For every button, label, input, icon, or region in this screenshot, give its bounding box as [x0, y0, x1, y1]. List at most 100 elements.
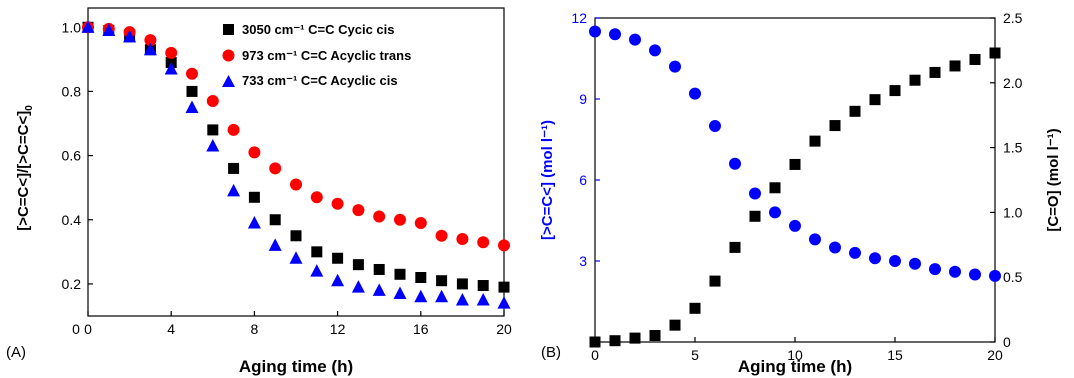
panel-a-series-2-point: [435, 289, 449, 303]
panel-a-y-tick-label: 0.4: [62, 212, 82, 228]
panel-a-series-2-point: [455, 292, 469, 306]
panel-b-series-0-point: [629, 33, 641, 46]
panel-b-series-0-point: [769, 206, 781, 219]
panel-b-series-1-point: [949, 60, 961, 72]
panel-b-series-1-point: [849, 105, 861, 117]
panel-a-series-2-point: [351, 280, 365, 293]
panel-a-series-2-point: [414, 289, 428, 303]
panel-b-series-0-point: [729, 157, 741, 170]
panel-a-series-1-point: [498, 239, 510, 252]
panel-b-series-1-point: [749, 210, 761, 222]
panel-b-series-0-point: [989, 269, 1001, 282]
panel-a-series-1-point: [165, 46, 178, 59]
panel-b-series-0-point: [609, 28, 621, 41]
panel-a-y-axis-label: [>C=C<]/[>C=C<]0: [15, 105, 35, 231]
panel-a-y-tick-label: 1.0: [62, 19, 82, 35]
panel-a-series-1-point: [352, 204, 365, 217]
panel-b-x-tick-label: 0: [591, 347, 599, 363]
panel-b-series-0-point: [829, 241, 841, 254]
legend: 3050 cm⁻¹ C=C Cycic cis 973 cm⁻¹ C=C Acy…: [222, 22, 411, 88]
panel-b-x-tick-label: 5: [691, 347, 699, 363]
panel-a-x-tick-label: 4: [167, 321, 175, 337]
legend-marker-cyclic-cis: [223, 24, 234, 35]
panel-b-right-y-tick-label: 2.5: [1003, 10, 1023, 26]
panel-a-x-tick-label: 20: [496, 321, 512, 337]
panel-a-series-0-point: [373, 263, 385, 275]
panel-a-series-2-point: [372, 283, 386, 296]
panel-a-marks: [81, 20, 511, 309]
panel-a-x-tick-label: 12: [330, 321, 346, 337]
panel-b-series-0-point: [689, 87, 701, 100]
panel-b-series-0-point: [869, 252, 881, 265]
panel-b-series-0-point: [849, 246, 861, 259]
panel-a-series-1-point: [373, 210, 386, 223]
panel-a-series-1-point: [144, 34, 157, 47]
panel-b-marks: [589, 25, 1001, 348]
panel-b-series-1-point: [709, 275, 721, 287]
panel-b-series-0-point: [969, 268, 981, 281]
panel-a-series-0-point: [269, 214, 281, 226]
panel-b-series-1-point: [609, 335, 621, 347]
panel-a-series-2-point: [102, 23, 116, 36]
panel-a-series-2-point: [331, 273, 345, 287]
panel-b-series-1-point: [829, 120, 841, 132]
panel-a-series-1-point: [331, 197, 344, 210]
panel-b-series-0-point: [709, 120, 721, 132]
panel-a-series-1-point: [227, 123, 240, 136]
panel-a-x-axis-label: Aging time (h): [239, 357, 353, 376]
panel-a-series-2-point: [247, 215, 261, 229]
panel-a-series-2-point: [227, 183, 241, 197]
panel-b-series-1-point: [729, 241, 741, 253]
panel-b-series-1-point: [889, 85, 901, 97]
panel-b-x-axis-label: Aging time (h): [738, 357, 852, 376]
panel-a-series-0-point: [228, 162, 240, 174]
panel-b-series-1-point: [789, 158, 801, 170]
panel-a-series-2-point: [123, 29, 137, 43]
panel-b-series-1-point: [969, 53, 981, 65]
panel-b-series-0-point: [669, 60, 681, 73]
panel-b-series-1-point: [929, 66, 941, 78]
panel-b-series-1-point: [809, 135, 821, 147]
panel-a-series-2-point: [164, 61, 178, 75]
panel-a-series-0-point: [477, 280, 489, 292]
panel-b-series-0-point: [809, 233, 821, 246]
panel-a-series-2-point: [310, 264, 324, 277]
panel-a-plot-frame: [87, 7, 505, 317]
panel-a-series-1-point: [456, 233, 469, 245]
panel-a-y-tick-label: 0.8: [62, 83, 82, 99]
legend-entry-acyclic-trans: 973 cm⁻¹ C=C Acyclic trans: [242, 48, 411, 63]
panel-b-right-y-tick-label: 2.0: [1003, 75, 1023, 91]
panel-b-x-tick-label: 15: [887, 347, 903, 363]
legend-marker-acyclic-cis: [222, 75, 235, 87]
panel-a-series-0-point: [394, 268, 406, 280]
panel-a-series-1-point: [269, 162, 282, 175]
panel-b-right-y-axis-label: [C=O] (mol l⁻¹): [1045, 128, 1062, 231]
panel-a-series-1-point: [186, 67, 198, 80]
panel-b-series-0-point: [909, 257, 921, 270]
panel-b-right-y-tick-label: 0: [1003, 334, 1011, 350]
panel-b-label: (B): [541, 344, 561, 361]
panel-b-series-0-point: [649, 44, 661, 57]
panel-a-series-2-point: [497, 296, 511, 309]
panel-a-series-0-point: [456, 278, 468, 290]
panel-b-series-0-point: [949, 265, 961, 278]
panel-b-series-1-point: [689, 302, 701, 314]
panel-b-right-y-tick-label: 0.5: [1003, 269, 1023, 285]
panel-a-series-2-point: [289, 251, 303, 264]
panel-b-series-1-point: [909, 74, 921, 86]
panel-b-left-y-tick-label: 3: [579, 253, 587, 269]
legend-entry-acyclic-cis: 733 cm⁻¹ C=C Acyclic cis: [242, 73, 398, 88]
panel-a-series-2-point: [206, 138, 220, 152]
panel-b: 0 5 10 15 20 3 6 9 12 0 0.5 1.0 1.5 2.0 2.5 (B) Aging …: [539, 10, 1062, 376]
panel-a-series-0-point: [415, 272, 427, 283]
panel-a-x-tick-label: 0: [84, 321, 92, 337]
panel-b-series-1-point: [869, 94, 881, 106]
panel-b-series-0-point: [749, 187, 761, 200]
panel-b-series-1-point: [769, 182, 781, 194]
panel-a-series-0-point: [207, 124, 219, 136]
panel-a-series-0-point: [352, 259, 364, 271]
panel-b-right-y-tick-label: 1.0: [1003, 204, 1023, 220]
panel-a-y-axis-label-main: [>C=C<]/[>C=C<]: [15, 111, 32, 231]
panel-a-series-1-point: [310, 191, 323, 204]
